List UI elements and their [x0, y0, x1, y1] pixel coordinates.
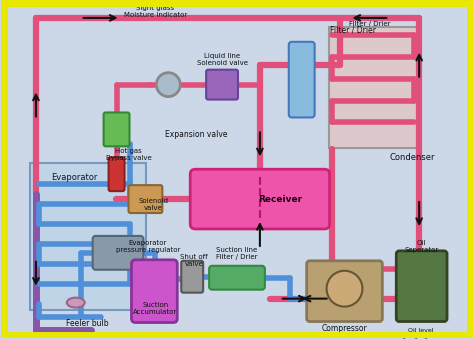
FancyBboxPatch shape: [131, 260, 177, 323]
FancyBboxPatch shape: [209, 266, 265, 290]
Text: Suction line
Filter / Drier: Suction line Filter / Drier: [216, 247, 258, 260]
Text: Receiver: Receiver: [258, 194, 302, 204]
Text: Evaporator
pressure regulator: Evaporator pressure regulator: [116, 240, 180, 253]
FancyBboxPatch shape: [92, 236, 144, 270]
FancyBboxPatch shape: [328, 27, 418, 148]
Text: Oil
Seperator: Oil Seperator: [404, 240, 438, 253]
Text: Hot gas
Bypass valve: Hot gas Bypass valve: [106, 148, 151, 161]
FancyBboxPatch shape: [307, 261, 383, 322]
Text: Oil level
gauge glass: Oil level gauge glass: [402, 328, 440, 339]
FancyBboxPatch shape: [396, 251, 447, 322]
FancyBboxPatch shape: [104, 113, 129, 146]
FancyBboxPatch shape: [190, 169, 329, 229]
FancyBboxPatch shape: [181, 261, 203, 293]
FancyBboxPatch shape: [206, 70, 238, 100]
Circle shape: [156, 73, 180, 97]
Text: Evaporator: Evaporator: [51, 173, 97, 182]
Text: Filter / Drier: Filter / Drier: [349, 21, 391, 27]
Text: Condenser: Condenser: [389, 153, 435, 162]
Text: Suction
Accumulator: Suction Accumulator: [133, 302, 177, 315]
Text: Liquid line
Solenoid valve: Liquid line Solenoid valve: [197, 53, 247, 66]
Text: Compressor: Compressor: [322, 324, 367, 333]
Circle shape: [327, 271, 363, 307]
FancyBboxPatch shape: [128, 185, 162, 213]
Text: Feeler bulb: Feeler bulb: [66, 319, 109, 328]
Ellipse shape: [67, 298, 85, 308]
Text: Shut off
valve: Shut off valve: [181, 254, 208, 267]
FancyBboxPatch shape: [289, 42, 315, 117]
Text: Expansion valve: Expansion valve: [165, 130, 228, 139]
FancyBboxPatch shape: [30, 163, 146, 310]
FancyBboxPatch shape: [109, 157, 125, 191]
Text: Filter / Drier: Filter / Drier: [329, 26, 375, 34]
Text: Solenoid
valve: Solenoid valve: [138, 198, 168, 210]
Text: Sight glass
Moisture indicator: Sight glass Moisture indicator: [124, 5, 187, 18]
